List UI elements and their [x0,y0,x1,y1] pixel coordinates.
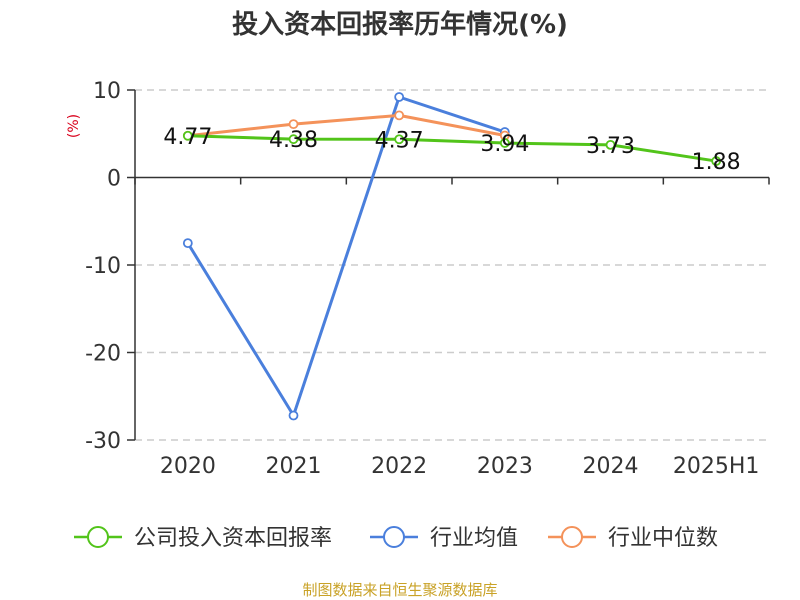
series-line [187,113,506,138]
legend-marker [383,526,405,548]
chart-title: 投入资本回报率历年情况(%) [232,9,568,40]
x-tick-label: 2024 [583,454,639,479]
x-tick-label: 2020 [160,454,216,479]
y-tick-label: 10 [93,79,121,104]
series-layer [182,92,722,421]
y-tick-label: 0 [107,167,121,192]
legend-item-label: 行业均值 [430,526,518,551]
data-label: 4.38 [269,128,318,153]
x-tick-label: 2025H1 [673,454,760,479]
legend-marker [87,526,109,548]
data-label: 4.77 [163,125,212,150]
series-line [187,134,717,163]
y-tick-label: -30 [85,429,121,454]
data-label: 1.88 [692,150,741,175]
y-axis-label: (%) [66,114,82,138]
data-point [499,138,510,148]
x-tick-label: 2022 [371,454,427,479]
legend-item-label: 行业中位数 [608,526,718,551]
data-point [288,119,299,130]
data-point [394,134,405,145]
data-labels: 4.77 4.38 4.37 3.94 3.73 1.88 [163,125,740,175]
data-point [182,238,193,249]
data-point [288,410,299,421]
legend-marker [561,526,583,548]
x-tick-label: 2021 [266,454,322,479]
y-tick-label: -10 [85,254,121,279]
data-label: 3.94 [480,132,529,157]
data-point [605,139,616,150]
source-note: 制图数据来自恒生聚源数据库 [302,581,497,599]
data-label: 3.73 [586,134,635,159]
data-point [394,110,405,121]
legend-item-label: 公司投入资本回报率 [134,526,332,551]
data-point [182,130,193,141]
series-line [186,95,506,417]
y-tick-label: -20 [85,342,121,367]
x-tick-label: 2023 [477,454,533,479]
axes: 10 0 -10 -20 -30 2020 2021 2022 2023 2024 2025H1 [85,79,770,479]
data-point [288,134,299,145]
data-point [711,156,722,166]
data-point [394,92,405,102]
legend: 公司投入资本回报率 行业均值 行业中位数 [74,526,718,551]
grid [135,89,769,441]
data-label: 4.37 [375,128,424,153]
